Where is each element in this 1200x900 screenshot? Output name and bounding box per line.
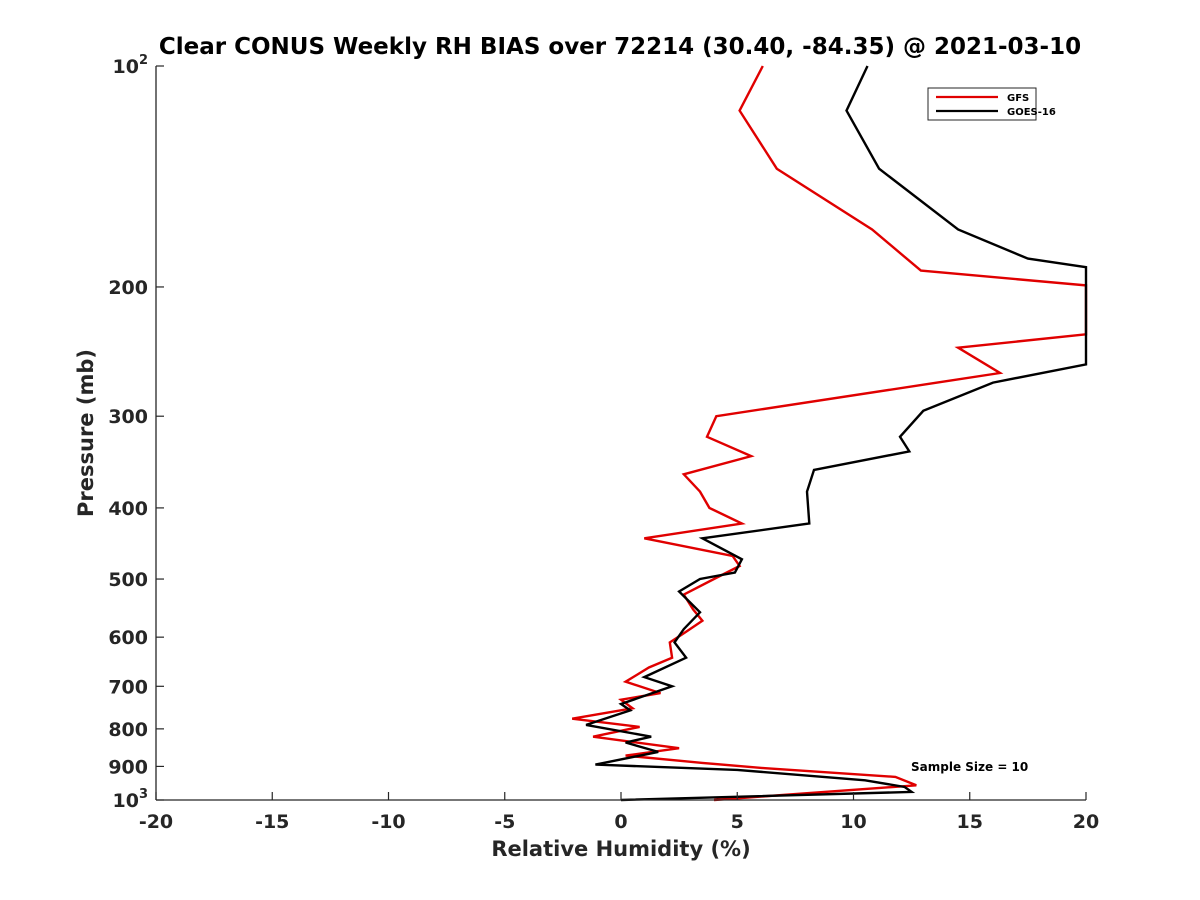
x-ticks: -20 -15 -10 -5 0 5 10 15 20: [139, 792, 1099, 833]
y-tick-label: 500: [108, 569, 148, 591]
y-tick-label: 900: [108, 756, 148, 778]
y-ticks: 102 200 300 400 500 600 700 800 900 103: [108, 53, 164, 812]
y-tick-label: 103: [113, 787, 149, 812]
chart-title: Clear CONUS Weekly RH BIAS over 72214 (3…: [159, 34, 1081, 60]
x-axis-label: Relative Humidity (%): [491, 837, 750, 861]
y-tick-label: 600: [108, 627, 148, 649]
series-layer: [571, 65, 1088, 802]
series-line-goes-16: [585, 65, 1088, 802]
x-tick-label: -20: [139, 811, 173, 833]
y-tick-label: 300: [108, 406, 148, 428]
y-tick-exponent: 3: [139, 787, 148, 802]
x-tick-label: -15: [255, 811, 289, 833]
x-tick-label: 15: [957, 811, 983, 833]
x-tick-label: 20: [1073, 811, 1099, 833]
x-tick-label: 10: [840, 811, 866, 833]
legend: GFS GOES-16: [927, 87, 1056, 121]
y-tick-label: 800: [108, 719, 148, 741]
x-tick-label: -5: [494, 811, 515, 833]
legend-label-gfs: GFS: [1007, 93, 1029, 104]
legend-box: [927, 87, 1037, 121]
x-tick-label: 5: [731, 811, 744, 833]
x-tick-label: 0: [614, 811, 627, 833]
plot-background: [156, 66, 1086, 800]
legend-label-goes16: GOES-16: [1007, 107, 1056, 118]
x-tick-label: -10: [371, 811, 405, 833]
y-tick-label: 700: [108, 676, 148, 698]
y-axis-label: Pressure (mb): [74, 349, 98, 517]
y-tick-exponent: 2: [139, 53, 148, 68]
y-tick-label: 400: [108, 498, 148, 520]
y-tick-label: 200: [108, 277, 148, 299]
sample-size-annotation: Sample Size = 10: [911, 760, 1028, 774]
y-tick-label: 102: [113, 53, 149, 78]
plot-area: -20 -15 -10 -5 0 5 10 15 20 102 200 300 400 500 600 70…: [108, 53, 1099, 833]
